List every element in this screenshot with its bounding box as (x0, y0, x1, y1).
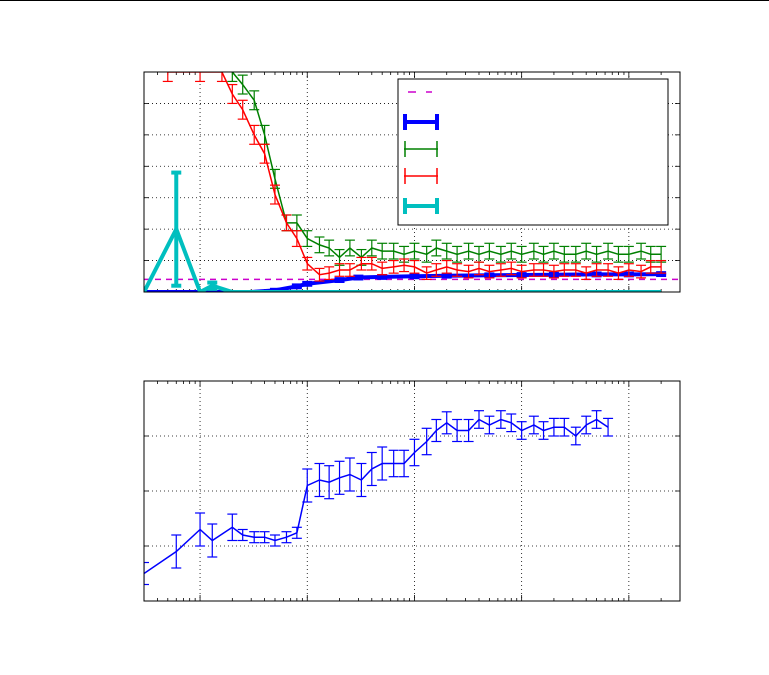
legend (397, 78, 669, 226)
axes-frame (143, 380, 681, 602)
series-line-4 (167, 72, 662, 276)
series-line-5 (144, 224, 662, 292)
series-line-1 (144, 418, 609, 575)
plot-area (144, 72, 680, 292)
top-panel (143, 71, 681, 293)
axes-frame (143, 71, 681, 293)
bottom-panel (143, 380, 681, 602)
top-border-line (0, 0, 769, 1)
legend-box (397, 78, 669, 226)
plot-area (144, 410, 614, 586)
